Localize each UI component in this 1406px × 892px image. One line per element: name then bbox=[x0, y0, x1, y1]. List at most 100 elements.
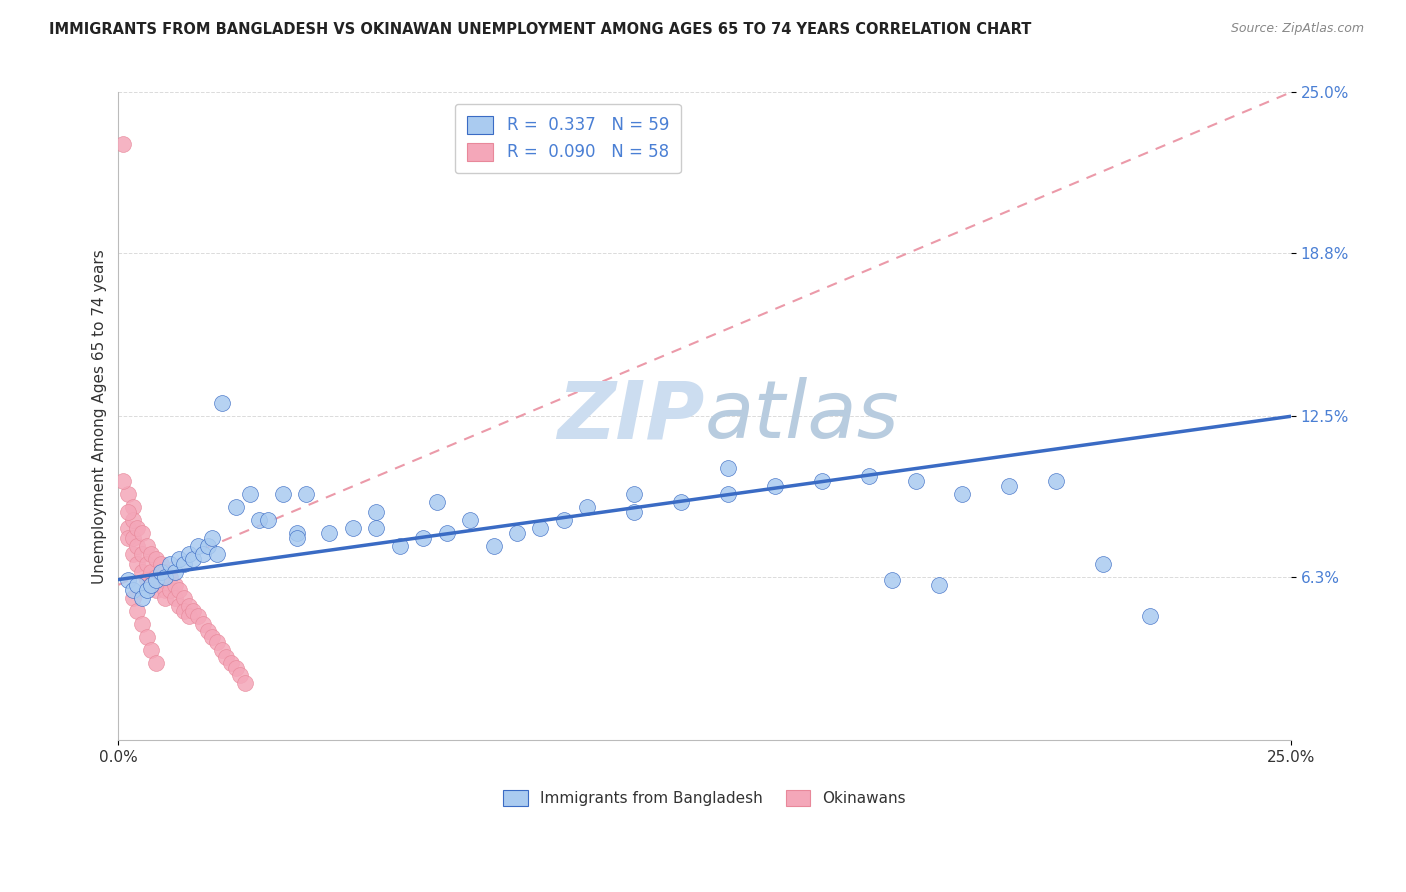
Point bbox=[215, 650, 238, 665]
Point bbox=[177, 608, 200, 623]
Point bbox=[127, 604, 149, 618]
Point bbox=[163, 591, 186, 605]
Point bbox=[257, 513, 280, 527]
Point bbox=[529, 521, 551, 535]
Point bbox=[904, 474, 927, 488]
Point bbox=[247, 513, 270, 527]
Point bbox=[145, 570, 167, 584]
Point bbox=[173, 591, 195, 605]
Point bbox=[623, 487, 645, 501]
Point bbox=[149, 557, 172, 571]
Point bbox=[169, 599, 191, 613]
Point bbox=[239, 487, 262, 501]
Point bbox=[285, 525, 308, 540]
Point bbox=[717, 461, 740, 475]
Point bbox=[187, 539, 209, 553]
Point bbox=[191, 616, 214, 631]
Point bbox=[1092, 557, 1115, 571]
Point bbox=[131, 565, 153, 579]
Point bbox=[366, 505, 388, 519]
Point bbox=[149, 565, 172, 579]
Text: Source: ZipAtlas.com: Source: ZipAtlas.com bbox=[1230, 22, 1364, 36]
Point bbox=[229, 668, 252, 682]
Point bbox=[163, 565, 186, 579]
Point bbox=[135, 557, 157, 571]
Point bbox=[576, 500, 599, 514]
Point bbox=[117, 505, 139, 519]
Point bbox=[1139, 608, 1161, 623]
Point bbox=[412, 531, 434, 545]
Point bbox=[127, 557, 149, 571]
Point bbox=[458, 513, 481, 527]
Point bbox=[183, 604, 205, 618]
Point bbox=[197, 624, 219, 639]
Point bbox=[135, 630, 157, 644]
Point bbox=[155, 582, 177, 597]
Point bbox=[506, 525, 529, 540]
Point bbox=[553, 513, 575, 527]
Point bbox=[205, 634, 228, 648]
Point bbox=[141, 565, 163, 579]
Point bbox=[117, 573, 139, 587]
Point bbox=[169, 582, 191, 597]
Point bbox=[285, 531, 308, 545]
Point bbox=[121, 531, 143, 545]
Point bbox=[121, 500, 143, 514]
Text: IMMIGRANTS FROM BANGLADESH VS OKINAWAN UNEMPLOYMENT AMONG AGES 65 TO 74 YEARS CO: IMMIGRANTS FROM BANGLADESH VS OKINAWAN U… bbox=[49, 22, 1032, 37]
Point bbox=[177, 599, 200, 613]
Point bbox=[205, 547, 228, 561]
Point bbox=[225, 500, 247, 514]
Point bbox=[197, 539, 219, 553]
Point bbox=[145, 582, 167, 597]
Point bbox=[149, 573, 172, 587]
Legend: Immigrants from Bangladesh, Okinawans: Immigrants from Bangladesh, Okinawans bbox=[498, 783, 912, 813]
Point bbox=[219, 656, 242, 670]
Point bbox=[163, 578, 186, 592]
Point bbox=[121, 547, 143, 561]
Point bbox=[121, 582, 143, 597]
Point bbox=[131, 591, 153, 605]
Point bbox=[131, 616, 153, 631]
Point bbox=[117, 487, 139, 501]
Point bbox=[318, 525, 340, 540]
Point bbox=[159, 582, 181, 597]
Point bbox=[145, 552, 167, 566]
Point bbox=[131, 547, 153, 561]
Point bbox=[201, 630, 224, 644]
Point bbox=[127, 578, 149, 592]
Point bbox=[155, 565, 177, 579]
Point bbox=[669, 495, 692, 509]
Point bbox=[366, 521, 388, 535]
Point bbox=[155, 570, 177, 584]
Point bbox=[135, 582, 157, 597]
Point bbox=[717, 487, 740, 501]
Point bbox=[388, 539, 411, 553]
Point bbox=[159, 557, 181, 571]
Point bbox=[763, 479, 786, 493]
Point bbox=[169, 552, 191, 566]
Point bbox=[882, 573, 904, 587]
Point bbox=[135, 573, 157, 587]
Point bbox=[928, 578, 950, 592]
Point bbox=[112, 474, 135, 488]
Text: atlas: atlas bbox=[704, 377, 900, 455]
Point bbox=[141, 578, 163, 592]
Point bbox=[191, 547, 214, 561]
Point bbox=[117, 521, 139, 535]
Point bbox=[225, 661, 247, 675]
Point bbox=[127, 539, 149, 553]
Point bbox=[135, 539, 157, 553]
Point bbox=[112, 137, 135, 152]
Point bbox=[177, 547, 200, 561]
Point bbox=[131, 525, 153, 540]
Point bbox=[145, 573, 167, 587]
Point bbox=[121, 591, 143, 605]
Point bbox=[159, 570, 181, 584]
Point bbox=[187, 608, 209, 623]
Point bbox=[141, 578, 163, 592]
Point bbox=[482, 539, 505, 553]
Point bbox=[127, 521, 149, 535]
Point bbox=[117, 531, 139, 545]
Point bbox=[436, 525, 458, 540]
Point bbox=[426, 495, 449, 509]
